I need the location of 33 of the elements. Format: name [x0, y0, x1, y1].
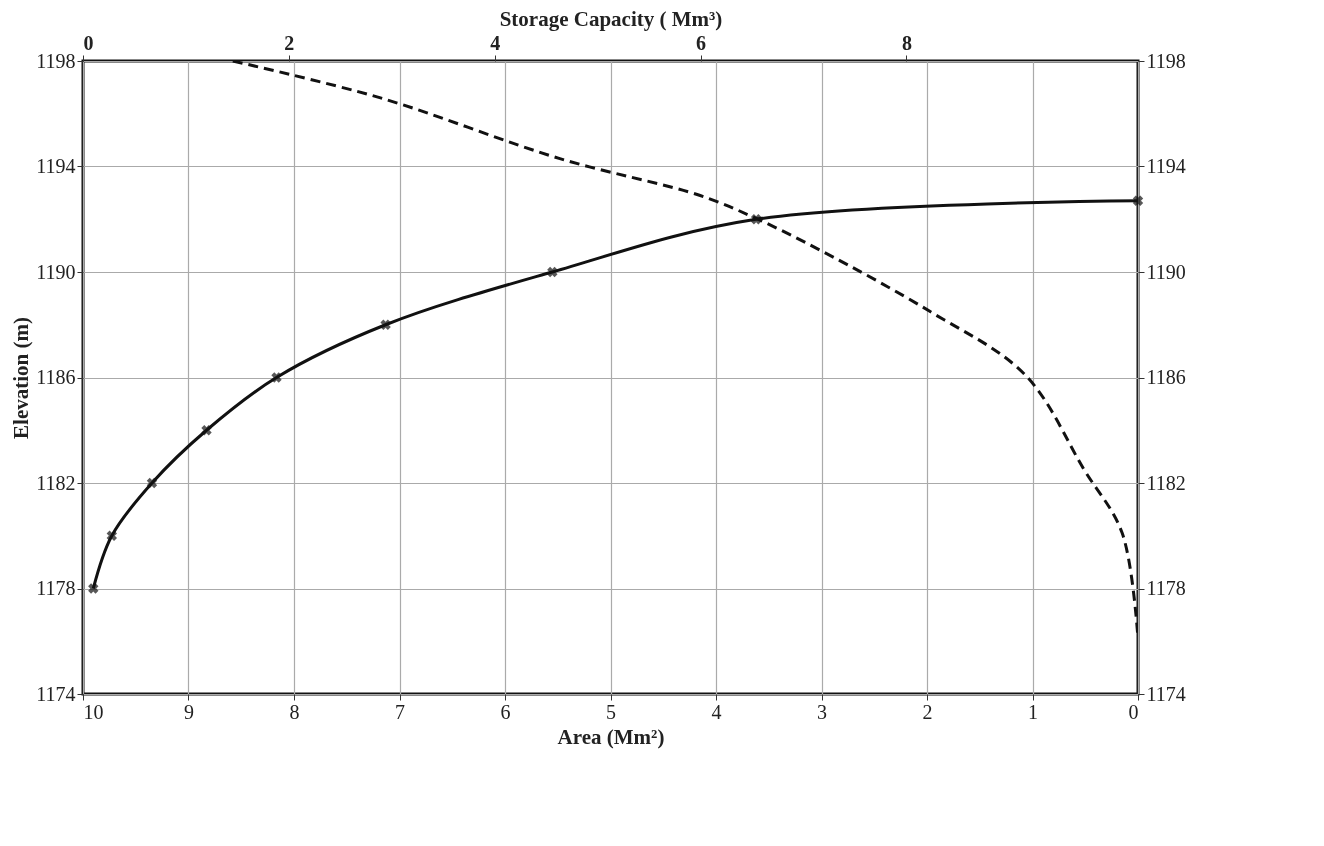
- x-tick-label: 2: [922, 700, 933, 723]
- y2-tick-label: 1182: [1146, 471, 1186, 494]
- x2-tick-label: 4: [490, 31, 501, 54]
- y-tick-label: 1178: [36, 577, 76, 599]
- y-tick-label: 1198: [36, 49, 76, 72]
- x-tick-label: 6: [500, 700, 511, 723]
- x2-tick-label: 8: [901, 31, 912, 54]
- y2-tick-label: 1198: [1146, 49, 1186, 72]
- y-tick-label: 1194: [36, 155, 76, 177]
- y2-tick-label: 1194: [1146, 155, 1186, 177]
- x-tick-label: 0: [1128, 700, 1139, 723]
- x-tick-label: 4: [711, 700, 722, 723]
- x2-axis-title: Storage Capacity ( Mm³): [499, 6, 723, 31]
- y2-tick-label: 1178: [1146, 577, 1186, 599]
- x-tick-label: 1: [1028, 700, 1038, 723]
- y2-tick-label: 1174: [1146, 682, 1186, 705]
- y2-tick-label: 1190: [1146, 260, 1186, 283]
- x2-tick-label: 2: [284, 31, 295, 54]
- x-tick-label: 3: [817, 700, 827, 723]
- y-axis-title: Elevation (m): [9, 317, 34, 439]
- x-tick-label: 9: [184, 700, 194, 723]
- x2-tick-label: 6: [696, 31, 707, 54]
- x-tick-label: 10: [83, 700, 104, 723]
- x2-tick-label: 0: [83, 31, 94, 54]
- x-axis-title: Area (Mm²): [557, 724, 665, 749]
- y2-tick-label: 1186: [1146, 366, 1186, 388]
- y-tick-label: 1174: [36, 682, 76, 705]
- x-tick-label: 8: [289, 700, 300, 723]
- y-tick-label: 1190: [36, 260, 76, 283]
- y-tick-label: 1186: [36, 366, 76, 388]
- y-tick-label: 1182: [36, 471, 76, 494]
- x-tick-label: 7: [395, 700, 405, 723]
- x-tick-label: 5: [606, 700, 616, 723]
